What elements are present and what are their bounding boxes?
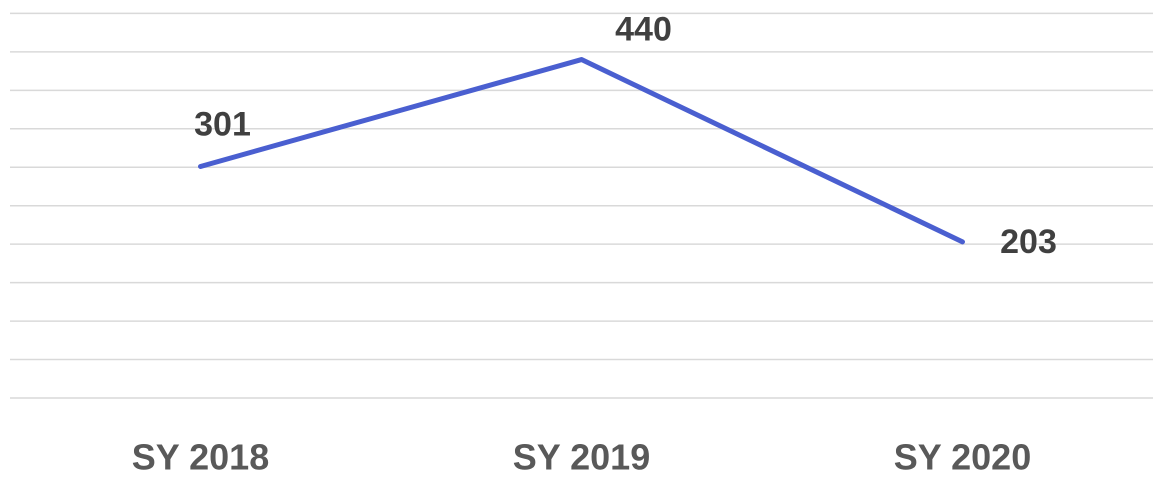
data-label: 203 xyxy=(1000,223,1057,261)
data-label: 440 xyxy=(615,11,672,49)
x-tick-label: SY 2020 xyxy=(894,437,1031,478)
x-tick-label: SY 2019 xyxy=(513,437,650,478)
data-line xyxy=(198,57,965,245)
data-label: 301 xyxy=(194,105,251,143)
x-tick-label: SY 2018 xyxy=(132,437,269,478)
